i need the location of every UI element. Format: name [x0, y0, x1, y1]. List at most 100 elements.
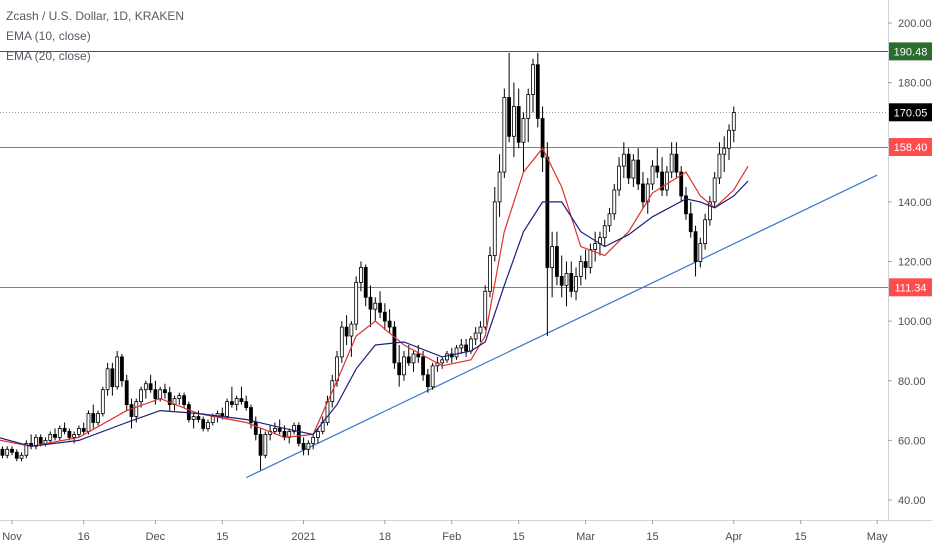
candle-body-up	[19, 454, 24, 459]
candle	[650, 160, 655, 190]
candle	[731, 106, 736, 143]
candle-body-up	[650, 165, 655, 185]
candle-body-up	[316, 431, 320, 438]
candle	[120, 353, 124, 387]
x-tick-label: 15	[646, 531, 658, 543]
candle-body-down	[249, 407, 253, 423]
candle-body-down	[416, 353, 421, 358]
candle	[569, 261, 574, 298]
candle-body-down	[182, 395, 186, 406]
candle	[378, 291, 382, 319]
candle-body-down	[569, 273, 574, 292]
candle	[363, 264, 368, 307]
candle-body-up	[100, 389, 105, 414]
candle-body-down	[425, 374, 430, 388]
candle-body-up	[717, 153, 722, 179]
candle-body-up	[143, 383, 148, 391]
candle-body-down	[421, 356, 425, 376]
x-tick-label: Nov	[2, 531, 22, 543]
candle	[296, 422, 301, 447]
candle-body-up	[306, 442, 311, 450]
candle	[258, 428, 263, 471]
candle-body-up	[263, 434, 268, 456]
candle	[617, 157, 621, 196]
candle-body-down	[559, 276, 564, 286]
candle	[67, 428, 72, 441]
candle-body-down	[81, 428, 86, 432]
ema10-line	[0, 147, 749, 447]
candle-body-up	[607, 213, 612, 227]
candle	[550, 231, 555, 298]
candle-body-down	[186, 404, 191, 420]
candle-body-up	[731, 112, 736, 131]
y-tick-label: 80.00	[898, 376, 926, 388]
candle-body-down	[626, 153, 631, 179]
y-tick-label: 40.00	[898, 495, 926, 507]
candle	[124, 374, 129, 411]
candle	[320, 416, 325, 435]
candle-body-down	[679, 171, 684, 197]
candle	[531, 58, 535, 113]
candle	[191, 413, 196, 429]
candle-body-up	[5, 448, 10, 456]
candle	[454, 344, 459, 360]
candle	[186, 401, 191, 423]
candle	[631, 154, 636, 187]
price-tag	[889, 138, 932, 157]
candle-body-up	[225, 401, 230, 417]
candle	[301, 437, 306, 456]
y-tick-label: 180.00	[898, 78, 932, 90]
candle-body-down	[674, 153, 679, 173]
candle	[440, 356, 445, 369]
candle	[535, 52, 540, 128]
ema20-line	[0, 180, 749, 447]
candle	[703, 213, 707, 250]
candle	[473, 327, 478, 345]
candle	[559, 255, 564, 298]
candle	[253, 416, 258, 441]
candle	[387, 309, 392, 334]
candle	[62, 422, 67, 435]
candle-body-down	[163, 389, 167, 394]
candle	[588, 243, 593, 274]
candle	[621, 142, 626, 179]
candle	[526, 88, 531, 143]
candle-body-up	[492, 201, 497, 256]
candle	[311, 434, 316, 450]
candle-body-up	[349, 323, 354, 337]
candle	[607, 207, 612, 232]
candle	[105, 362, 110, 396]
candle-body-up	[430, 365, 435, 388]
candle	[354, 276, 359, 331]
candle-body-down	[688, 213, 693, 233]
candle-body-up	[359, 267, 363, 283]
candle-body-up	[48, 434, 53, 441]
legend-ema10: EMA (10, close)	[6, 29, 91, 43]
candle	[100, 386, 105, 417]
candle	[679, 166, 684, 202]
candle	[655, 148, 660, 179]
trendline[interactable]	[245, 174, 878, 479]
legend-ema20: EMA (20, close)	[6, 49, 91, 63]
price-tag-label: 158.40	[894, 142, 928, 154]
candle-body-up	[468, 338, 473, 352]
candle	[483, 285, 488, 331]
candle	[411, 350, 416, 372]
candle	[10, 446, 14, 456]
candle-body-down	[229, 401, 234, 405]
candle	[707, 195, 712, 226]
candle-body-down	[535, 64, 540, 119]
candle	[292, 422, 296, 435]
legend-symbol: Zcash / U.S. Dollar, 1D, KRAKEN	[6, 9, 185, 23]
candle	[115, 350, 120, 390]
candle	[182, 392, 186, 408]
candle	[521, 112, 526, 173]
candle-body-up	[77, 428, 81, 435]
candle	[664, 166, 669, 196]
candle	[234, 395, 239, 411]
candle-body-down	[124, 380, 129, 406]
candle-body-up	[339, 326, 344, 358]
candle-body-up	[440, 359, 445, 364]
candle	[626, 148, 631, 184]
